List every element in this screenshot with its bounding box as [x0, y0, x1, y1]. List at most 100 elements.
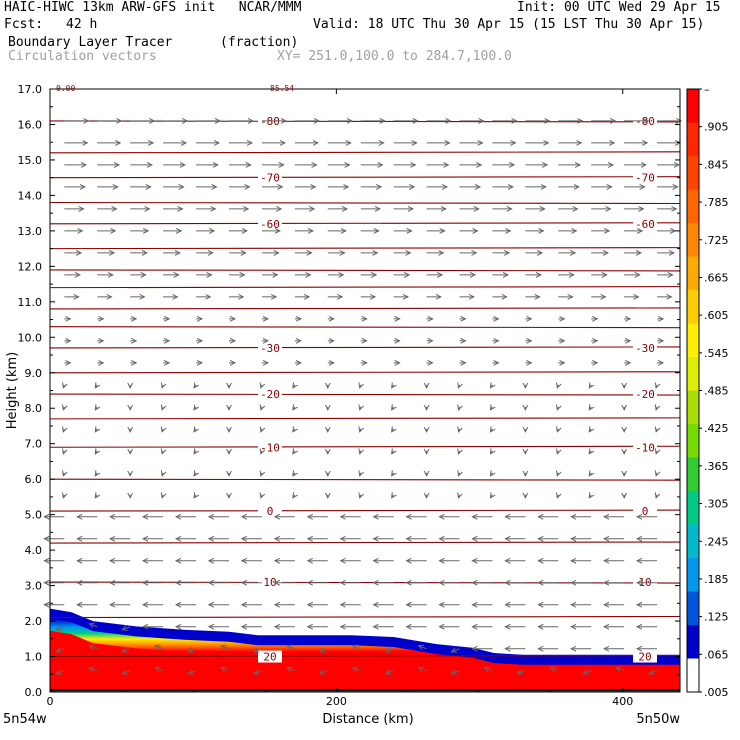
vector-arrow: [490, 473, 492, 476]
isotherm-line: [49, 478, 681, 481]
vector-arrow: [320, 649, 328, 652]
vector-arrow: [194, 451, 196, 454]
corner-mark: 85.54: [270, 84, 294, 93]
vector-arrow: [550, 668, 559, 671]
vector-arrow: [188, 649, 197, 652]
cross-section-text: XY= 251.0,100.0 to 284.7,100.0: [277, 49, 512, 64]
valid-text: Valid: 18 UTC Thu 30 Apr 15 (15 LST Thu …: [313, 17, 705, 32]
vector-arrow: [56, 671, 65, 674]
isotherm-line: [49, 417, 681, 420]
vector-arrow: [63, 495, 64, 498]
vector-arrow: [517, 671, 526, 674]
y-tick-label: 1.0: [25, 651, 43, 664]
isotherm-label: 0: [642, 505, 649, 518]
vector-arrow: [656, 407, 657, 410]
vector-arrow: [162, 451, 163, 454]
vector-arrow: [63, 385, 64, 388]
isotherm-line: [49, 176, 681, 179]
isotherm-label: -60: [635, 218, 655, 231]
vector-arrow: [194, 407, 196, 410]
init-text: Init: 00 UTC Wed 29 Apr 15: [517, 0, 721, 15]
isotherm-label: 20: [638, 651, 651, 664]
vector-arrow: [392, 495, 394, 498]
vector-arrow: [353, 668, 361, 671]
vector-arrow: [293, 473, 295, 476]
vector-arrow: [656, 429, 657, 432]
colorbar-swatch: [687, 658, 699, 693]
colorbar-label: .005: [704, 686, 729, 699]
vector-arrow: [656, 385, 657, 388]
isotherm-label: -20: [260, 388, 280, 401]
vector-arrow: [452, 671, 460, 674]
colorbar-swatch: [687, 390, 699, 425]
isotherm-line: [49, 615, 681, 619]
colorbar-label: .245: [704, 535, 729, 548]
vector-arrow: [122, 671, 131, 674]
y-tick-label: 8.0: [25, 402, 43, 415]
colorbar-swatch: [687, 625, 699, 659]
isotherm-label: -30: [260, 342, 280, 355]
vector-arrow: [221, 646, 230, 649]
vector-arrow: [162, 429, 163, 432]
isotherm-line: [49, 445, 681, 448]
vector-arrow: [484, 668, 493, 671]
colorbar-swatch: [687, 290, 699, 324]
vector-arrow: [95, 429, 97, 432]
vector-arrow: [392, 451, 394, 454]
vector-arrow: [261, 407, 262, 410]
colorbar-swatch: [687, 256, 699, 291]
isotherm-line: [49, 654, 681, 658]
isotherm-label-bg: [633, 505, 657, 518]
y-tick-label: 15.0: [18, 154, 43, 167]
field1-units: (fraction): [220, 35, 299, 50]
vector-arrow: [293, 451, 295, 454]
isotherm-label: 20: [263, 651, 276, 664]
colorbar-label: .305: [704, 498, 729, 511]
y-tick-label: 14.0: [18, 189, 43, 202]
y-tick-label: 3.0: [25, 580, 43, 593]
vector-arrow: [293, 495, 295, 498]
isotherm-label-bg: [633, 388, 657, 401]
vector-arrow: [162, 385, 163, 388]
vector-arrow: [261, 385, 262, 388]
vector-arrow: [459, 407, 460, 410]
vector-arrow: [490, 385, 492, 388]
colorbar-swatch: [687, 558, 699, 592]
colorbar-swatch: [687, 357, 699, 391]
isotherm-label-bg: [633, 650, 657, 663]
vector-arrow: [392, 473, 394, 476]
vector-arrow: [89, 646, 98, 649]
vector-arrow: [589, 451, 591, 454]
vector-arrow: [360, 495, 361, 498]
isotherm-label-bg: [633, 217, 657, 230]
vector-arrow: [63, 429, 64, 432]
vector-arrow: [360, 429, 361, 432]
vector-arrow: [261, 473, 262, 476]
vector-arrow: [254, 671, 263, 674]
vector-arrow: [194, 385, 196, 388]
title-text: HAIC-HIWC 13km ARW-GFS init NCAR/MMM: [4, 0, 302, 15]
vector-arrow: [63, 407, 64, 410]
plot-frame: [49, 88, 681, 693]
vector-arrow: [589, 429, 591, 432]
y-tick-label: 12.0: [18, 260, 43, 273]
vector-arrow: [63, 473, 64, 476]
vector-arrow: [155, 646, 164, 649]
isotherm-line: [49, 346, 681, 349]
colorbar-label: .425: [704, 422, 729, 435]
isotherm-label: -20: [635, 388, 655, 401]
isotherm-label-bg: [633, 341, 657, 354]
colorbar-swatch: [687, 156, 699, 190]
vector-arrow: [649, 671, 658, 674]
vector-arrow: [320, 671, 328, 674]
vector-arrow: [459, 385, 460, 388]
vector-arrow: [557, 385, 558, 388]
vector-arrow: [656, 473, 657, 476]
isotherm-label: -10: [260, 441, 280, 454]
vector-arrow: [56, 627, 65, 630]
colorbar-swatch: [687, 457, 699, 492]
colorbar-label: .065: [704, 648, 729, 661]
vector-arrow: [293, 385, 295, 388]
isotherm-line: [49, 247, 681, 250]
